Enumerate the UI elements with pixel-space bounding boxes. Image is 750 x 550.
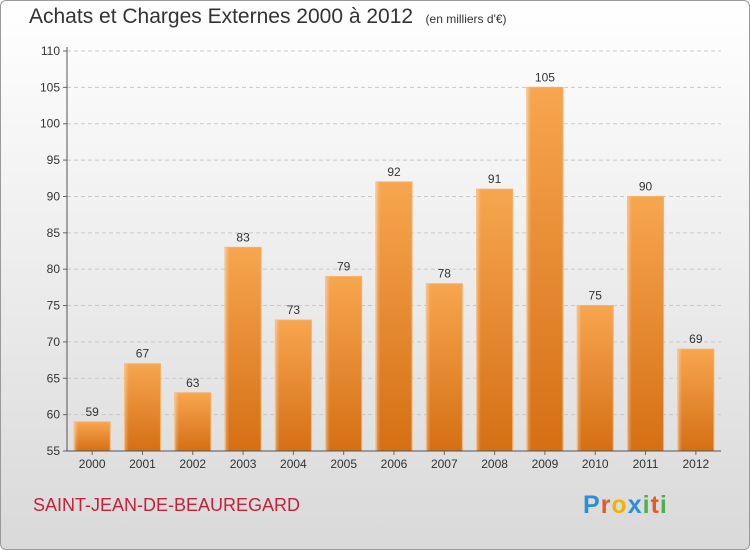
y-tick-label: 100 xyxy=(40,117,60,131)
bar-highlight xyxy=(325,276,362,451)
y-tick-label: 75 xyxy=(47,299,61,313)
x-tick-label: 2008 xyxy=(481,457,508,471)
data-label: 105 xyxy=(535,70,555,84)
data-label: 63 xyxy=(186,376,200,390)
logo-letter: i xyxy=(642,491,651,519)
data-label: 59 xyxy=(85,405,99,419)
x-tick-label: 2011 xyxy=(633,457,659,471)
proxiti-logo[interactable]: Proxiti xyxy=(583,491,668,520)
x-tick-label: 2003 xyxy=(230,457,257,471)
bar-highlight xyxy=(124,363,161,451)
bar-highlight xyxy=(376,181,412,451)
logo-letter: x xyxy=(627,491,643,519)
x-tick-label: 2009 xyxy=(532,457,559,471)
y-tick-label: 90 xyxy=(47,189,61,203)
y-tick-label: 85 xyxy=(47,226,61,240)
commune-name: SAINT-JEAN-DE-BEAUREGARD xyxy=(33,495,301,515)
data-label: 92 xyxy=(387,165,401,179)
x-tick-label: 2001 xyxy=(129,457,156,471)
bars: 59 67 63 83 73 79 92 78 91 105 75 90 69 xyxy=(73,70,715,452)
logo-letter: t xyxy=(650,491,660,519)
data-label: 79 xyxy=(337,259,351,273)
x-tick-label: 2010 xyxy=(582,457,609,471)
data-label: 75 xyxy=(589,289,603,303)
x-tick-label: 2005 xyxy=(330,457,357,471)
y-tick-label: 80 xyxy=(47,262,61,276)
y-tick-label: 110 xyxy=(41,44,60,58)
logo-letter: i xyxy=(659,491,668,519)
logo-letter: r xyxy=(600,491,612,519)
bar-highlight xyxy=(174,392,211,451)
bar-chart: 59 67 63 83 73 79 92 78 91 105 75 90 69 55 60 65 70 75 80… xyxy=(40,44,721,471)
y-tick-label: 105 xyxy=(40,80,60,94)
bar-highlight xyxy=(74,421,111,451)
bar-highlight xyxy=(275,320,312,451)
logo-letter: P xyxy=(583,491,601,519)
x-tick-label: 2006 xyxy=(381,457,408,471)
x-tick-label: 2002 xyxy=(179,457,206,471)
x-tick-label: 2000 xyxy=(79,457,106,471)
bar-highlight xyxy=(476,189,513,451)
data-label: 73 xyxy=(287,303,301,317)
y-tick-label: 60 xyxy=(47,408,61,422)
data-label: 90 xyxy=(639,179,653,193)
data-label: 83 xyxy=(236,230,250,244)
bar-highlight xyxy=(526,87,563,451)
x-tick-label: 2012 xyxy=(682,457,709,471)
bar-highlight xyxy=(627,196,664,451)
y-tick-label: 70 xyxy=(47,335,61,349)
y-tick-label: 65 xyxy=(47,371,61,385)
bar-highlight xyxy=(577,305,614,451)
logo-letter: o xyxy=(611,491,628,519)
chart-unit: (en milliers d'€) xyxy=(425,12,507,26)
data-label: 91 xyxy=(488,172,502,186)
data-label: 69 xyxy=(689,332,703,346)
y-tick-label: 95 xyxy=(47,153,61,167)
y-tick-label: 55 xyxy=(47,444,61,458)
chart-title-block: Achats et Charges Externes 2000 à 2012 (… xyxy=(29,5,507,29)
bar-highlight xyxy=(426,283,463,451)
axes: 55 60 65 70 75 80 85 90 95 100 105 110 2000 2001 2002 2… xyxy=(40,44,721,471)
chart-title: Achats et Charges Externes 2000 à 2012 xyxy=(29,5,414,28)
x-tick-label: 2007 xyxy=(431,457,458,471)
bar-highlight xyxy=(677,349,714,451)
bar-highlight xyxy=(225,247,262,451)
x-tick-label: 2004 xyxy=(280,457,307,471)
data-label: 67 xyxy=(136,347,150,361)
data-label: 78 xyxy=(438,267,452,281)
